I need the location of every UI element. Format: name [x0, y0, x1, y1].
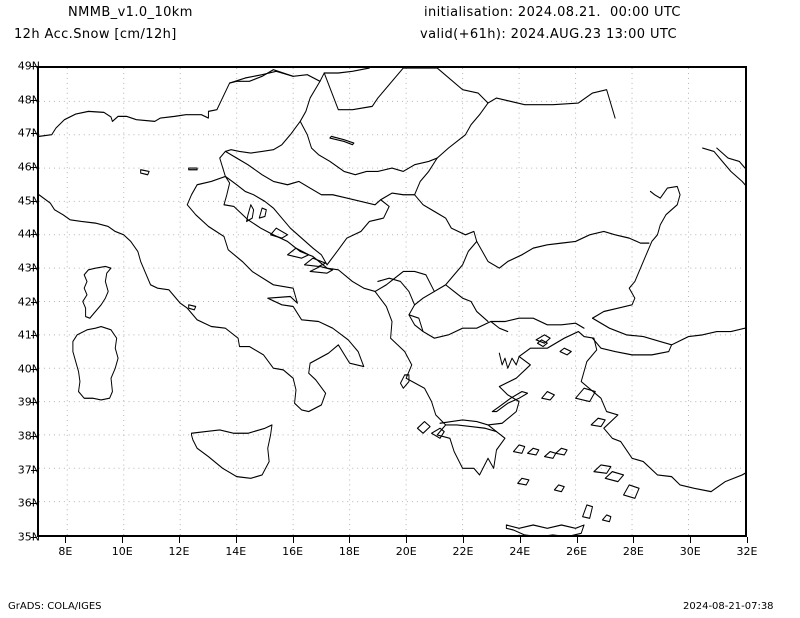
y-axis-label: 41N	[17, 328, 40, 342]
x-axis-label: 24E	[509, 545, 531, 558]
y-axis-label: 38N	[17, 429, 40, 443]
y-axis-tick	[31, 436, 37, 438]
y-axis-label: 40N	[17, 362, 40, 376]
y-axis-tick	[31, 368, 37, 370]
y-axis-label: 37N	[17, 463, 40, 477]
x-axis-label: 8E	[58, 545, 73, 558]
x-axis-label: 10E	[111, 545, 133, 558]
x-axis-label: 18E	[338, 545, 360, 558]
x-axis-label: 30E	[679, 545, 701, 558]
map-plot-frame	[37, 66, 747, 537]
gridlines	[39, 68, 745, 535]
x-axis-label: 14E	[225, 545, 247, 558]
y-axis-tick	[31, 166, 37, 168]
header: NMMB_v1.0_10km 12h Acc.Snow [cm/12h] ini…	[0, 0, 800, 56]
y-axis-tick	[31, 537, 37, 538]
y-axis-tick	[31, 267, 37, 269]
x-axis-tick	[747, 537, 748, 543]
x-axis-label: 26E	[566, 545, 588, 558]
coastline-layer	[39, 68, 745, 535]
x-axis-tick	[235, 537, 237, 543]
x-axis-tick	[633, 537, 635, 543]
y-axis-tick	[31, 301, 37, 303]
y-axis-label: 42N	[17, 295, 40, 308]
x-axis-tick	[292, 537, 294, 543]
y-axis-tick	[31, 133, 37, 135]
x-axis-tick	[576, 537, 578, 543]
y-axis-tick	[31, 503, 37, 505]
field-title: 12h Acc.Snow [cm/12h]	[14, 27, 177, 42]
initialisation-time: initialisation: 2024.08.21. 00:00 UTC	[424, 5, 681, 20]
y-axis-label: 44N	[17, 227, 40, 241]
valid-time: valid(+61h): 2024.AUG.23 13:00 UTC	[420, 27, 677, 42]
y-axis-tick	[31, 469, 37, 471]
y-axis-label: 47N	[17, 126, 40, 140]
x-axis-tick	[519, 537, 521, 543]
model-title: NMMB_v1.0_10km	[68, 5, 193, 20]
y-axis-tick	[31, 402, 37, 404]
y-axis-label: 35N	[17, 530, 40, 544]
x-axis-label: 12E	[168, 545, 190, 558]
y-axis-tick	[31, 99, 37, 101]
y-axis-label: 45N	[17, 194, 40, 208]
x-axis-label: 22E	[452, 545, 474, 558]
y-axis-tick	[31, 200, 37, 202]
x-axis-tick	[122, 537, 124, 543]
x-axis-label: 16E	[282, 545, 304, 558]
x-axis-tick	[349, 537, 351, 543]
y-axis-label: 49N	[17, 59, 40, 73]
x-axis-tick	[65, 537, 67, 543]
y-axis-label: 48N	[17, 93, 40, 107]
y-axis-label: 43N	[17, 261, 40, 275]
x-axis-tick	[179, 537, 180, 543]
x-axis-label: 20E	[395, 545, 417, 558]
x-axis-label: 28E	[622, 545, 644, 558]
y-axis-tick	[31, 66, 37, 67]
y-axis-label: 46N	[17, 160, 40, 174]
y-axis-label: 36N	[17, 496, 40, 510]
footer-credit: GrADS: COLA/IGES	[8, 601, 102, 612]
x-axis-tick	[406, 537, 408, 543]
y-axis-tick	[31, 335, 37, 337]
x-axis-tick	[690, 537, 692, 543]
y-axis-tick	[31, 234, 37, 236]
x-axis-tick	[463, 537, 464, 543]
y-axis-label: 39N	[17, 395, 40, 409]
x-axis-label: 32E	[736, 545, 758, 558]
footer-timestamp: 2024-08-21-07:38	[683, 601, 774, 612]
